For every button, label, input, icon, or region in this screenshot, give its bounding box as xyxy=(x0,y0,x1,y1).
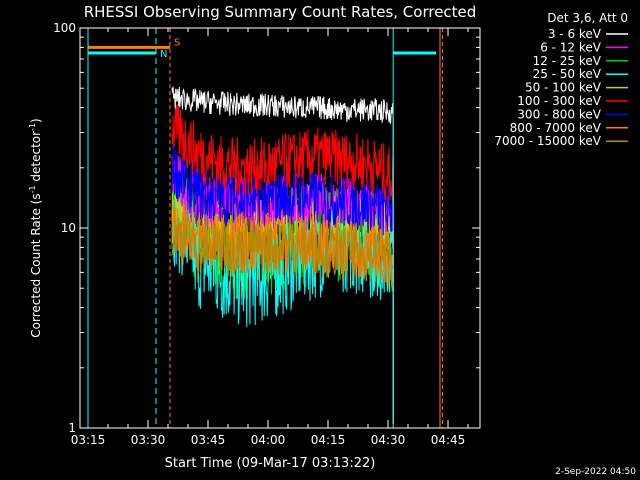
series-line xyxy=(171,103,394,424)
x-tick-label: 03:45 xyxy=(191,433,226,447)
plot-area: SN xyxy=(87,28,443,428)
legend-label: 6 - 12 keV xyxy=(540,40,602,54)
legend-label: 3 - 6 keV xyxy=(548,27,602,41)
legend-label: 100 - 300 keV xyxy=(517,94,601,108)
x-tick-label: 04:45 xyxy=(431,433,466,447)
y-tick-label: 10 xyxy=(61,221,76,235)
legend-header: Det 3,6, Att 0 xyxy=(547,11,628,25)
svg-text:Corrected Count Rate (s-1 dete: Corrected Count Rate (s-1 detector-1) xyxy=(28,118,43,337)
legend-label: 25 - 50 keV xyxy=(533,67,602,81)
timestamp: 2-Sep-2022 04:50 xyxy=(555,467,636,477)
legend-label: 800 - 7000 keV xyxy=(510,121,602,135)
legend-label: 50 - 100 keV xyxy=(525,81,602,95)
legend-label: 300 - 800 keV xyxy=(517,107,601,121)
x-tick-label: 03:15 xyxy=(71,433,106,447)
x-tick-label: 04:15 xyxy=(311,433,346,447)
y-axis-label-sup: -1 xyxy=(28,185,37,193)
y-tick-label: 1 xyxy=(68,421,76,435)
y-axis-label-mid: detector xyxy=(29,131,43,186)
x-tick-label: 04:00 xyxy=(251,433,286,447)
legend-label: 12 - 25 keV xyxy=(533,54,602,68)
y-axis-label-end: ) xyxy=(29,118,43,123)
chart-title: RHESSI Observing Summary Count Rates, Co… xyxy=(84,3,477,21)
y-axis-label-main: Corrected Count Rate (s xyxy=(29,193,43,337)
y-axis-label: Corrected Count Rate (s-1 detector-1) xyxy=(28,118,43,337)
x-tick-label: 03:30 xyxy=(131,433,166,447)
x-axis-label: Start Time (09-Mar-17 03:13:22) xyxy=(165,456,376,471)
series-line xyxy=(171,205,394,424)
legend-label: 7000 - 15000 keV xyxy=(494,134,601,148)
series-line xyxy=(171,86,394,424)
y-tick-label: 100 xyxy=(53,21,76,35)
annotation-label: N xyxy=(160,49,167,60)
series-line xyxy=(171,142,394,424)
axes: 03:15 03:30 03:45 04:00 04:15 04:30 04:45 1 10 10… xyxy=(53,21,481,447)
annotation-label: S xyxy=(174,37,180,48)
y-axis-label-sup2: -1 xyxy=(28,123,37,131)
x-tick-label: 04:30 xyxy=(371,433,406,447)
